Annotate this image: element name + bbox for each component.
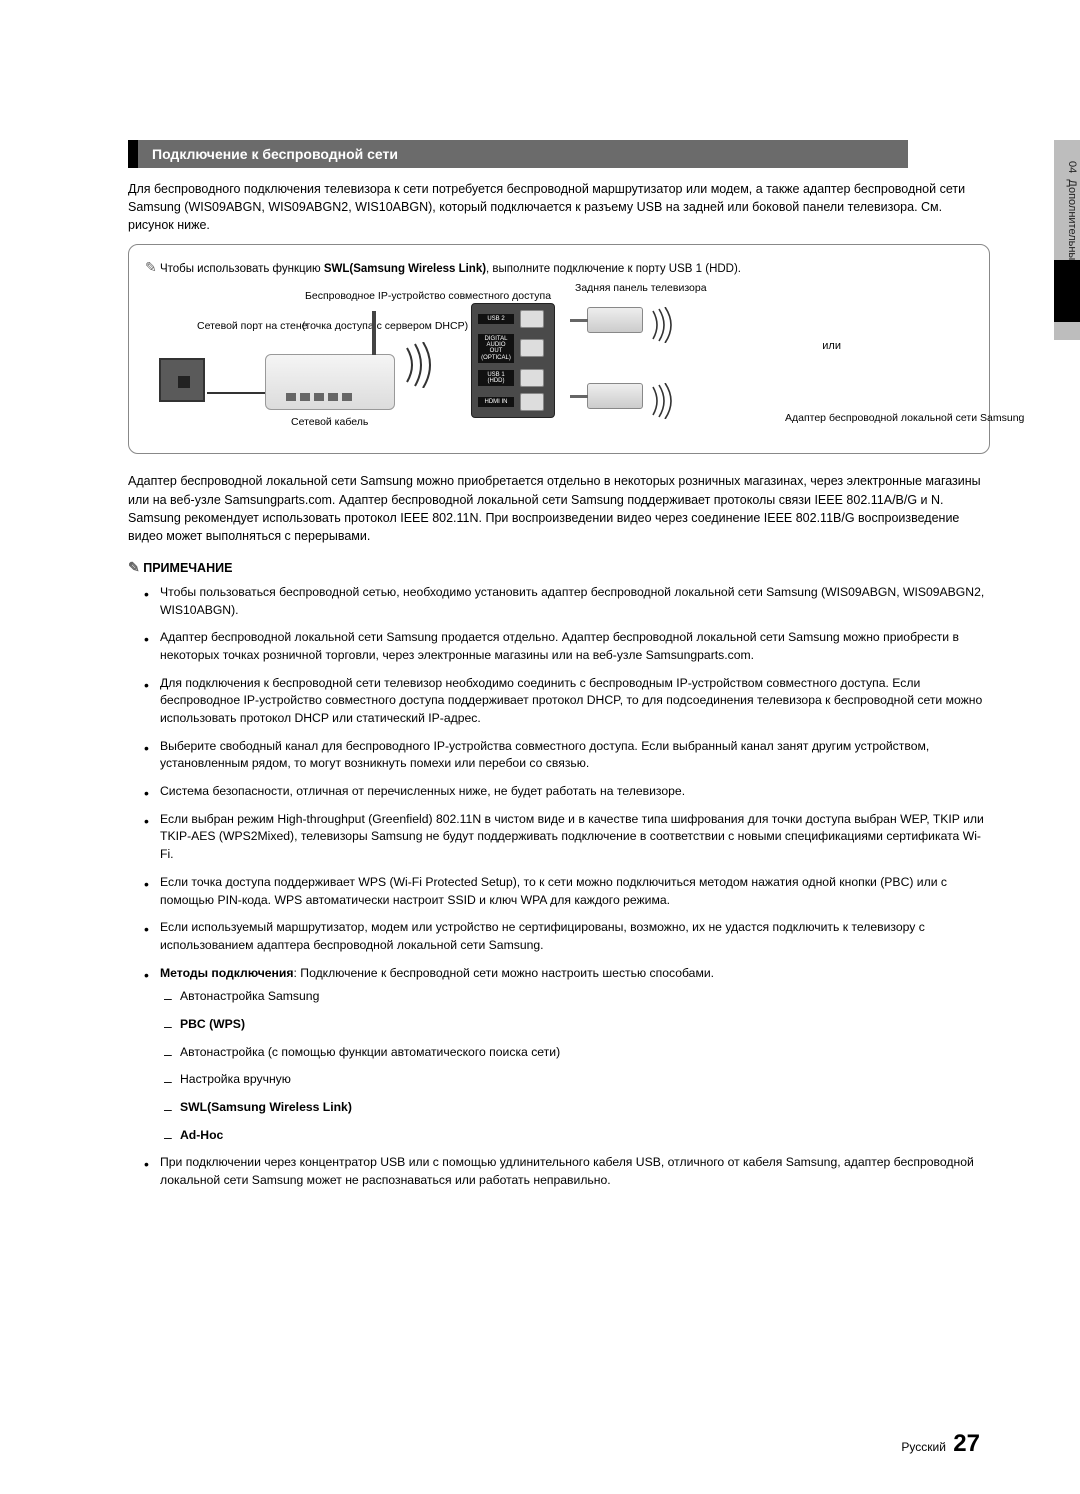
router-ports [286, 393, 352, 401]
method-bold: SWL(Samsung Wireless Link) [180, 1100, 352, 1114]
method-item: Настройка вручную [178, 1071, 990, 1089]
methods-text: : Подключение к беспроводной сети можно … [294, 966, 715, 980]
tv-slot [520, 310, 544, 328]
wifi-waves-icon [649, 383, 679, 419]
note-item: Чтобы пользоваться беспроводной сетью, н… [158, 584, 990, 619]
method-item: PBC (WPS) [178, 1016, 990, 1034]
methods-prefix: Методы подключения [160, 966, 294, 980]
tv-panel-icon: USB 2 DIGITAL AUDIO OUT (OPTICAL) USB 1 … [471, 303, 555, 418]
method-bold: PBC (WPS) [180, 1017, 245, 1031]
notes-block: ✎ ПРИМЕЧАНИЕ Чтобы пользоваться беспрово… [128, 559, 990, 1190]
diagram-row: Сетевой порт на стене Беспроводное IP-ус… [145, 290, 973, 430]
note-item: Выберите свободный канал для беспроводно… [158, 738, 990, 773]
cable-label: Сетевой кабель [291, 416, 368, 429]
note-icon: ✎ [145, 259, 157, 275]
wall-port-label: Сетевой порт на стене [197, 320, 308, 333]
note-item: Если используемый маршрутизатор, модем и… [158, 919, 990, 954]
method-item: Автонастройка (с помощью функции автомат… [178, 1044, 990, 1062]
tv-port-digital: DIGITAL AUDIO OUT (OPTICAL) [478, 334, 514, 363]
wifi-waves-icon [403, 342, 433, 388]
method-bold: Ad-Hoc [180, 1128, 223, 1142]
tv-panel-label: Задняя панель телевизора [575, 282, 707, 295]
router-icon [265, 354, 395, 410]
side-tab-marker [1054, 260, 1080, 322]
footer-page: 27 [953, 1430, 980, 1457]
method-item: Ad-Hoc [178, 1127, 990, 1145]
tip-prefix: Чтобы использовать функцию [160, 263, 324, 275]
tip-bold: SWL(Samsung Wireless Link) [324, 263, 486, 275]
router-label-1: Беспроводное IP-устройство совместного д… [305, 290, 465, 303]
router-label-2: (точка доступа с сервером DHCP) [295, 320, 475, 333]
adapter-bottom [587, 383, 643, 409]
notes-list: Чтобы пользоваться беспроводной сетью, н… [128, 584, 990, 1190]
notes-title-text: ПРИМЕЧАНИЕ [143, 561, 232, 575]
note-item: Система безопасности, отличная от перечи… [158, 783, 990, 801]
note-item: Для подключения к беспроводной сети теле… [158, 675, 990, 728]
tip-suffix: , выполните подключение к порту USB 1 (H… [486, 263, 741, 275]
notes-title: ✎ ПРИМЕЧАНИЕ [128, 559, 990, 576]
note-icon: ✎ [128, 559, 140, 575]
note-item: Адаптер беспроводной локальной сети Sams… [158, 629, 990, 664]
tv-port-hdmi: HDMI IN [478, 397, 514, 407]
tv-slot [520, 339, 544, 357]
page-content: Подключение к беспроводной сети Для бесп… [0, 0, 1080, 1240]
or-label: или [822, 340, 841, 352]
page-footer: Русский 27 [901, 1430, 980, 1458]
side-tab-section: 04 [1066, 161, 1078, 173]
diagram-tip: ✎ Чтобы использовать функцию SWL(Samsung… [145, 259, 973, 276]
section-header: Подключение к беспроводной сети [128, 140, 908, 168]
tv-slot [520, 393, 544, 411]
intro-paragraph: Для беспроводного подключения телевизора… [128, 180, 990, 234]
note-item: Если точка доступа поддерживает WPS (Wi-… [158, 874, 990, 909]
method-item: Автонастройка Samsung [178, 988, 990, 1006]
wall-port-icon [159, 358, 205, 402]
wifi-waves-icon [649, 307, 679, 343]
tv-port-usb2: USB 2 [478, 314, 514, 324]
adapter-label: Адаптер беспроводной локальной сети Sams… [785, 412, 955, 425]
note-item: Если выбран режим High-throughput (Green… [158, 811, 990, 864]
tv-port-usb1: USB 1 (HDD) [478, 370, 514, 387]
note-item-methods: Методы подключения: Подключение к беспро… [158, 965, 990, 1145]
methods-sub-list: Автонастройка Samsung PBC (WPS) Автонаст… [160, 988, 990, 1144]
adapter-top [587, 307, 643, 333]
diagram-box: ✎ Чтобы использовать функцию SWL(Samsung… [128, 244, 990, 454]
method-item: SWL(Samsung Wireless Link) [178, 1099, 990, 1117]
note-item: При подключении через концентратор USB и… [158, 1154, 990, 1189]
paragraph-2: Адаптер беспроводной локальной сети Sams… [128, 472, 990, 545]
tv-slot [520, 369, 544, 387]
footer-lang: Русский [901, 1440, 946, 1454]
